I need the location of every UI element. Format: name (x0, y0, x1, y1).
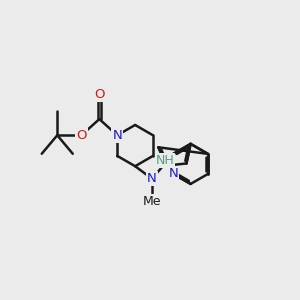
Text: Me: Me (143, 195, 161, 208)
Text: N: N (168, 167, 178, 180)
Text: O: O (76, 129, 87, 142)
Text: N: N (112, 129, 122, 142)
Text: N: N (147, 172, 157, 185)
Text: NH: NH (156, 154, 174, 167)
Text: O: O (94, 88, 105, 101)
